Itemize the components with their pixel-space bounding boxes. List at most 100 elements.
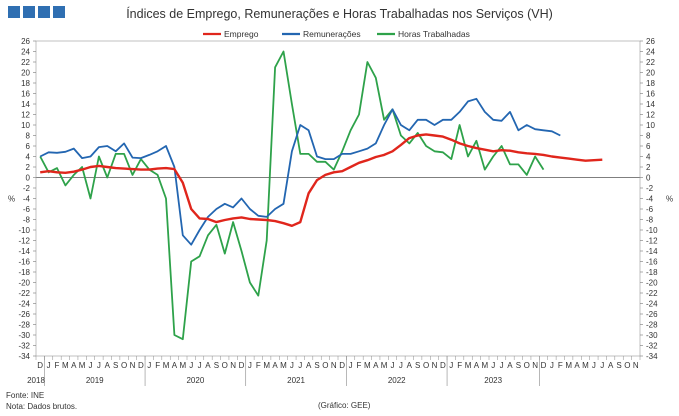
axes: -34 -34-32 -32-30 -30-28 -28-26 -26-24 -24-22-… — [8, 37, 673, 386]
series-line-remunerações — [39, 97, 561, 246]
y-tick-label-left: -14 — [18, 247, 30, 256]
y-tick-label-left: -20 — [18, 278, 30, 287]
month-label: S — [113, 361, 118, 370]
month-label: M — [465, 361, 472, 370]
year-label: 2018 — [27, 376, 45, 385]
y-tick-label-left: -28 — [18, 320, 30, 329]
y-tick-label-left: 0 — [26, 173, 31, 182]
y-tick-label-right: -20 — [646, 278, 658, 287]
y-tick-label-right: 0 — [646, 173, 651, 182]
y-tick-label-right: -28 — [646, 320, 658, 329]
month-label: M — [280, 361, 287, 370]
y-tick-label-right: 24 — [646, 47, 655, 56]
y-axis-label-left: % — [8, 195, 15, 204]
logo-block — [53, 6, 65, 18]
month-label: J — [391, 361, 395, 370]
year-label: 2020 — [186, 376, 204, 385]
y-tick-label-left: 12 — [21, 110, 30, 119]
y-tick-label-right: -4 — [646, 194, 654, 203]
month-label: N — [532, 361, 538, 370]
y-tick-label-left: -26 — [18, 310, 30, 319]
y-tick-label-right: -2 — [646, 184, 654, 193]
y-tick-label-right: 10 — [646, 121, 655, 130]
month-label: S — [214, 361, 219, 370]
month-label: A — [105, 361, 111, 370]
y-tick-label-right: 8 — [646, 131, 651, 140]
y-tick-label-left: -22 — [18, 289, 30, 298]
month-label: O — [322, 361, 328, 370]
month-label: O — [121, 361, 127, 370]
month-label: N — [432, 361, 438, 370]
month-label: M — [163, 361, 170, 370]
month-label: A — [474, 361, 480, 370]
y-tick-label-right: -6 — [646, 205, 654, 214]
month-label: J — [248, 361, 252, 370]
month-label: D — [138, 361, 144, 370]
month-label: D — [541, 361, 547, 370]
month-label: O — [624, 361, 630, 370]
y-tick-label-left: -30 — [18, 331, 30, 340]
month-label: J — [97, 361, 101, 370]
month-label: J — [298, 361, 302, 370]
y-tick-label-right: 12 — [646, 110, 655, 119]
month-label: M — [582, 361, 589, 370]
month-label: J — [198, 361, 202, 370]
month-label: O — [423, 361, 429, 370]
legend-label: Remunerações — [303, 29, 361, 39]
gee-logo — [8, 6, 65, 18]
logo-block — [8, 6, 20, 18]
series-line-horas-trabalhadas — [39, 50, 545, 341]
y-tick-label-right: -22 — [646, 289, 658, 298]
month-label: J — [449, 361, 453, 370]
month-label: A — [172, 361, 178, 370]
year-label: 2021 — [287, 376, 305, 385]
plot-frame — [35, 40, 641, 357]
y-tick-label-left: 24 — [21, 47, 30, 56]
y-tick-label-left: 14 — [21, 100, 30, 109]
y-tick-label-left: 18 — [21, 79, 30, 88]
y-tick-label-left: -10 — [18, 226, 30, 235]
y-tick-label-left: -4 — [23, 194, 31, 203]
y-axis-label-right: % — [666, 195, 673, 204]
month-label: J — [491, 361, 495, 370]
y-tick-label-right: -24 — [646, 299, 658, 308]
y-tick-label-left: 26 — [21, 37, 30, 46]
month-label: N — [331, 361, 337, 370]
month-label: F — [55, 361, 60, 370]
month-label: J — [349, 361, 353, 370]
month-label: J — [592, 361, 596, 370]
y-tick-label-left: -18 — [18, 268, 30, 277]
y-tick-label-right: -8 — [646, 215, 654, 224]
logo-block — [38, 6, 50, 18]
legend-label: Horas Trabalhadas — [398, 29, 470, 39]
y-tick-label-right: 18 — [646, 79, 655, 88]
y-tick-label-right: -12 — [646, 236, 658, 245]
y-tick-label-left: 8 — [26, 131, 31, 140]
month-label: A — [272, 361, 278, 370]
month-label: S — [314, 361, 319, 370]
y-tick-label-right: -16 — [646, 257, 658, 266]
legend-label: Emprego — [224, 29, 259, 39]
month-label: J — [399, 361, 403, 370]
y-tick-label-left: 10 — [21, 121, 30, 130]
y-tick-label-right: -34 — [646, 352, 658, 361]
month-label: J — [147, 361, 151, 370]
month-label: M — [62, 361, 69, 370]
y-tick-label-right: 22 — [646, 58, 655, 67]
month-label: A — [205, 361, 211, 370]
legend: Emprego Remunerações Horas Trabalhadas — [203, 29, 470, 39]
chart-credit: (Gráfico: GEE) — [318, 401, 371, 410]
month-label: J — [600, 361, 604, 370]
y-tick-label-right: -10 — [646, 226, 658, 235]
month-label: M — [263, 361, 270, 370]
y-tick-label-right: 2 — [646, 163, 651, 172]
month-label: M — [481, 361, 488, 370]
y-tick-label-left: -24 — [18, 299, 30, 308]
month-label: A — [574, 361, 580, 370]
month-label: D — [239, 361, 245, 370]
y-tick-label-right: -30 — [646, 331, 658, 340]
month-label: M — [381, 361, 388, 370]
month-label: A — [407, 361, 413, 370]
y-tick-label-left: 6 — [26, 142, 31, 151]
month-label: J — [290, 361, 294, 370]
